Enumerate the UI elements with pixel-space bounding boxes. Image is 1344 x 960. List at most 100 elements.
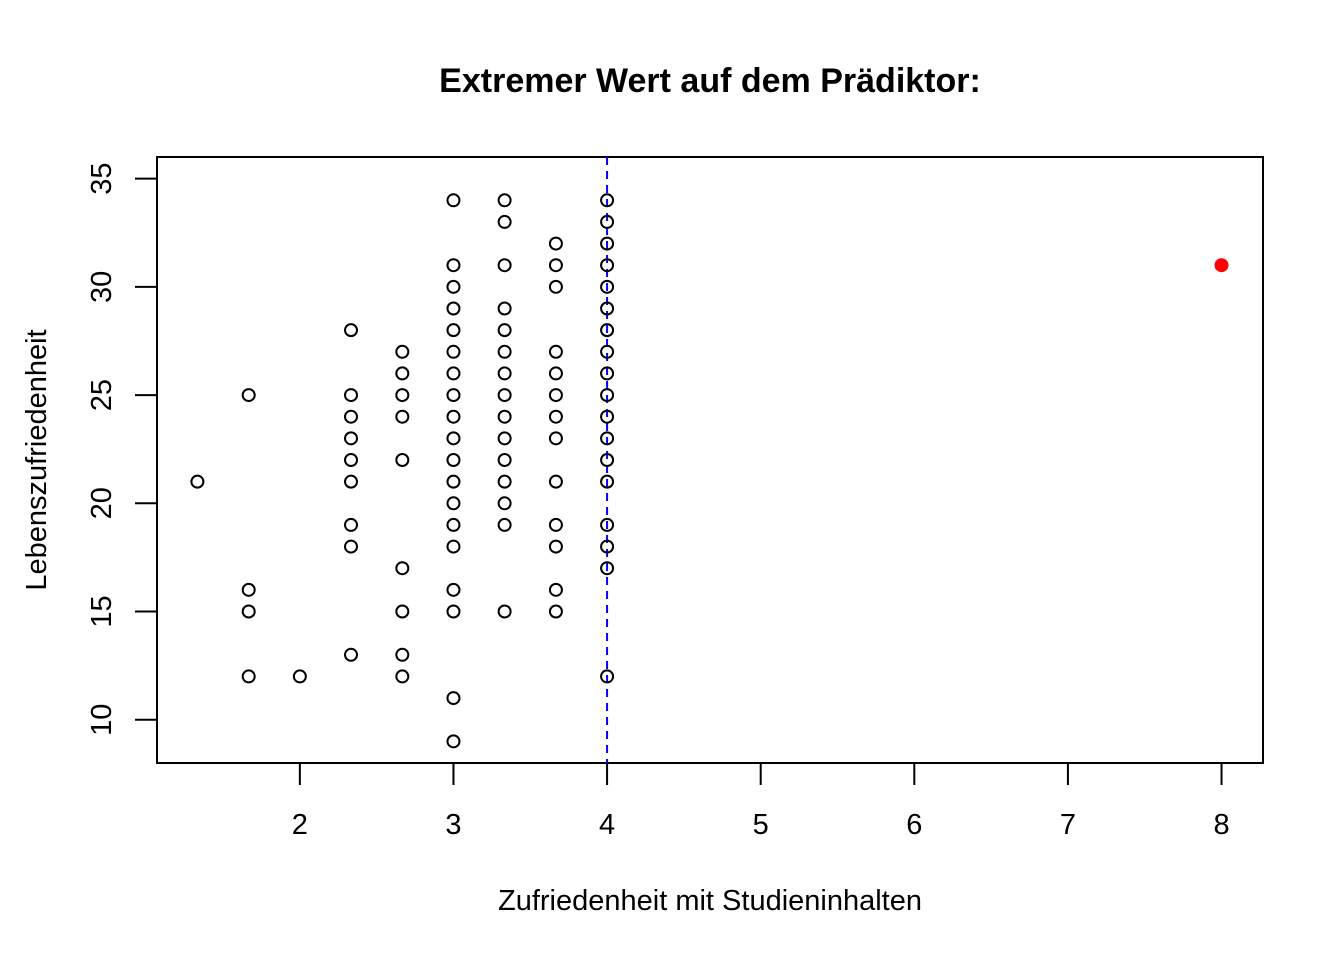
data-point (548, 604, 563, 619)
data-point (446, 453, 461, 467)
data-point (446, 193, 461, 208)
data-point (446, 517, 461, 532)
data-point (600, 236, 615, 251)
data-point (497, 301, 512, 316)
data-point (600, 539, 615, 554)
data-point (497, 496, 512, 511)
data-point (446, 604, 461, 619)
data-point (497, 323, 512, 338)
data-point (600, 431, 615, 446)
data-point (600, 193, 615, 208)
data-point (395, 561, 410, 576)
outlier-point (1214, 258, 1229, 273)
data-point (446, 258, 461, 273)
data-point (548, 388, 563, 403)
data-point (600, 323, 615, 338)
data-point (600, 561, 615, 576)
plot-frame (156, 156, 1264, 764)
data-point (497, 366, 512, 381)
data-point (446, 366, 461, 381)
data-point (292, 669, 307, 684)
data-point (344, 647, 359, 662)
data-point (241, 582, 256, 597)
y-axis: 10 15 20 25 30 35 (86, 163, 158, 736)
data-point (600, 258, 615, 273)
data-point (497, 604, 512, 619)
y-tick-label: 15 (86, 595, 118, 627)
data-point (446, 301, 461, 316)
data-point (548, 474, 563, 489)
data-point (548, 344, 563, 359)
data-point (600, 517, 615, 532)
data-point (190, 474, 205, 489)
data-point (548, 279, 563, 294)
data-point (395, 344, 410, 359)
data-point (446, 691, 461, 706)
data-point (497, 388, 512, 403)
data-point (344, 539, 359, 554)
data-point (344, 517, 359, 532)
data-point (395, 453, 410, 467)
y-tick-label: 35 (86, 163, 118, 195)
data-point (344, 409, 359, 424)
data-point (497, 474, 512, 489)
data-point (497, 517, 512, 532)
data-point (395, 388, 410, 403)
data-point (395, 669, 410, 684)
data-point (344, 323, 359, 338)
data-point (344, 453, 359, 467)
data-point (446, 344, 461, 359)
data-point (446, 474, 461, 489)
data-point (395, 647, 410, 662)
data-point (548, 582, 563, 597)
y-tick-label: 30 (86, 271, 118, 303)
data-point (497, 409, 512, 424)
data-point (497, 193, 512, 208)
x-tick-label: 2 (292, 809, 308, 841)
data-point (548, 539, 563, 554)
data-point (395, 604, 410, 619)
data-point (344, 431, 359, 446)
data-point (344, 474, 359, 489)
data-point (600, 453, 615, 467)
data-point (600, 301, 615, 316)
y-tick-label: 10 (86, 704, 118, 736)
x-tick-label: 4 (599, 809, 615, 841)
data-point (600, 669, 615, 684)
data-point (446, 323, 461, 338)
data-point (497, 214, 512, 229)
data-point (548, 409, 563, 424)
data-point (548, 517, 563, 532)
data-point (600, 409, 615, 424)
data-point (497, 344, 512, 359)
data-point (241, 669, 256, 684)
data-point (446, 496, 461, 511)
data-point (395, 409, 410, 424)
data-point (600, 388, 615, 403)
data-point (600, 366, 615, 381)
x-tick-label: 5 (753, 809, 769, 841)
data-point (446, 409, 461, 424)
data-point (548, 431, 563, 446)
data-point (600, 474, 615, 489)
data-point (344, 388, 359, 403)
data-point (446, 539, 461, 554)
data-point (548, 236, 563, 251)
data-point (446, 431, 461, 446)
data-point (241, 604, 256, 619)
y-tick-label: 20 (86, 487, 118, 519)
data-point (548, 366, 563, 381)
y-axis-label: Lebenszufriedenheit (21, 329, 53, 590)
data-points (190, 193, 1229, 749)
x-tick-label: 6 (906, 809, 922, 841)
data-point (395, 366, 410, 381)
data-point (241, 388, 256, 403)
data-point (497, 431, 512, 446)
data-point (446, 582, 461, 597)
x-axis: 2 3 4 5 6 7 8 (292, 762, 1230, 841)
data-point (497, 258, 512, 273)
data-point (600, 214, 615, 229)
data-point (600, 344, 615, 359)
y-tick-label: 25 (86, 379, 118, 411)
